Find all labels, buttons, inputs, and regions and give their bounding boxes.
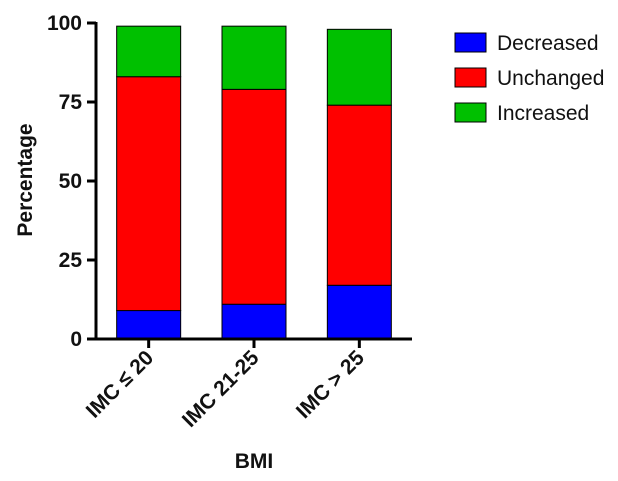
y-tick-label: 100 [47,12,82,35]
y-ticks-group: 0 25 50 75 100 [47,12,96,351]
bar-decreased-1 [116,310,182,340]
bar-unchanged-3 [326,104,392,286]
bar-increased-2 [221,25,287,90]
x-ticks-group: IMC ≤ 20 IMC 21-25 IMC > 25 [82,339,369,432]
legend-label-unchanged: Unchanged [497,67,604,90]
legend-label-increased: Increased [497,102,589,125]
bar-increased-3 [326,28,392,106]
legend-swatch-decreased [454,32,487,53]
legend-swatch-unchanged [454,67,487,88]
bar-increased-1 [116,25,182,78]
legend-swatch-increased [454,102,487,123]
y-axis-title: Percentage [14,123,37,236]
y-tick-label: 25 [59,249,83,272]
y-tick-label: 50 [59,170,82,193]
legend: Decreased Unchanged Increased [454,32,604,125]
bar-decreased-3 [326,284,392,340]
x-tick-label: IMC ≤ 20 [82,346,158,422]
legend-label-decreased: Decreased [497,32,599,55]
y-tick-label: 0 [70,328,82,351]
x-axis-title: BMI [235,450,274,473]
bars-group [116,25,392,340]
y-tick-label: 75 [59,91,83,114]
bar-unchanged-2 [221,88,287,305]
bar-unchanged-1 [116,76,182,312]
x-tick-label: IMC 21-25 [178,346,264,432]
x-tick-label: IMC > 25 [292,346,369,423]
bar-decreased-2 [221,303,287,340]
